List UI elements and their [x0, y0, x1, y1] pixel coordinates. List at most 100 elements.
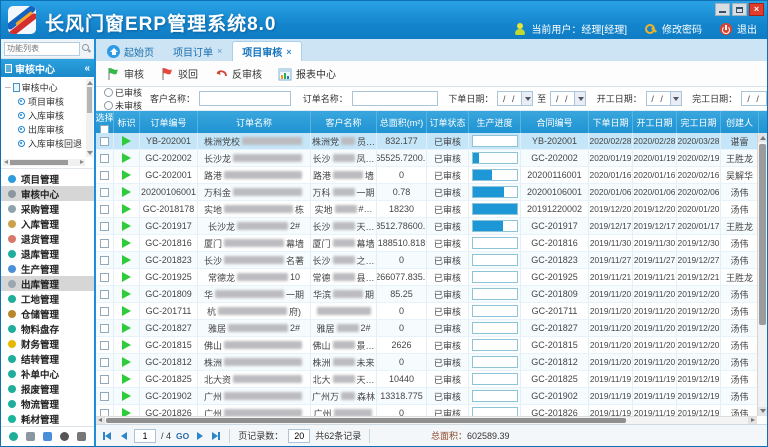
sidebar-item-replenish[interactable]: 补单中心 — [1, 366, 94, 381]
previous-page-button[interactable] — [118, 430, 129, 441]
more-icon[interactable] — [77, 432, 86, 441]
function-search-input[interactable] — [4, 41, 80, 56]
page-number-input[interactable] — [134, 428, 156, 443]
table-row[interactable]: GC-201917 长沙龙 2# 长沙 天… 8512.78600.. 已审核 GC-2019… — [96, 218, 757, 235]
column-header-4[interactable]: 客户名称 — [311, 111, 377, 133]
row-checkbox[interactable] — [100, 408, 109, 416]
row-checkbox[interactable] — [100, 255, 109, 265]
close-tab-icon[interactable]: × — [286, 46, 292, 57]
row-checkbox[interactable] — [100, 238, 109, 248]
toolbar-button-report-center[interactable]: 报表中心 — [278, 66, 336, 81]
toolbar-button-reject[interactable]: 驳回 — [160, 66, 198, 81]
go-button[interactable]: GO — [176, 430, 190, 441]
finish-date-input[interactable]: / / — [741, 91, 767, 106]
table-row[interactable]: YB-202001 株洲党校 株洲党 员… 832.177 已审核 YB-202001 202… — [96, 133, 757, 150]
row-checkbox[interactable] — [100, 187, 109, 197]
tree-vertical-scrollbar[interactable] — [86, 79, 93, 157]
sidebar-item-purchase[interactable]: 采购管理 — [1, 201, 94, 216]
tree-item-2[interactable]: 出库审核 — [5, 122, 86, 136]
table-row[interactable]: GC-202002 长沙龙 长沙 凤… 65525.7200.. 已审核 GC-202002… — [96, 150, 757, 167]
first-page-button[interactable] — [102, 430, 113, 441]
column-header-3[interactable]: 订单名称 — [198, 111, 311, 133]
tab-project-audit[interactable]: 项目审核 × — [232, 41, 302, 61]
last-page-button[interactable] — [210, 430, 221, 441]
table-row[interactable]: GC-202001 路港 路港墙 0 已审核 20200116001 2020/01/16 2… — [96, 167, 757, 184]
pen-icon[interactable] — [43, 432, 52, 441]
cart-icon[interactable] — [26, 432, 35, 441]
toolbar-button-approve[interactable]: 审核 — [106, 66, 144, 81]
sidebar-item-site[interactable]: 工地管理 — [1, 291, 94, 306]
sidebar-item-scrap[interactable]: 报废管理 — [1, 381, 94, 396]
row-checkbox[interactable] — [100, 221, 109, 231]
row-checkbox[interactable] — [100, 323, 109, 333]
page-size-input[interactable] — [288, 428, 311, 443]
sidebar-item-warehouse[interactable]: 仓储管理 — [1, 306, 94, 321]
tree-horizontal-scrollbar[interactable] — [3, 159, 85, 166]
order-date-from-input[interactable]: / / — [497, 91, 534, 106]
row-checkbox[interactable] — [100, 136, 109, 146]
table-row[interactable]: GC-201902 广州 广州万 森林 13318.775 已审核 GC-201902 201… — [96, 388, 757, 405]
table-row[interactable]: GC-2018178 实地栋实地 #… 18230 已审核 20191220002 2019… — [96, 201, 757, 218]
table-row[interactable]: GC-201825 北大资 北大 天… 10440 已审核 GC-201825 2019/11… — [96, 371, 757, 388]
change-password-button[interactable]: 修改密码 — [662, 25, 702, 36]
row-checkbox[interactable] — [100, 204, 109, 214]
column-header-11[interactable]: 完工日期 — [677, 111, 721, 133]
status-radio-1[interactable]: 已审核 — [104, 87, 142, 99]
table-row[interactable]: GC-201815 佛山 佛山 景… 2626 已审核 GC-201815 2019/11/2… — [96, 337, 757, 354]
user-icon[interactable] — [60, 432, 69, 441]
order-date-to-input[interactable]: / / — [550, 91, 587, 106]
toolbar-button-unapprove[interactable]: 反审核 — [214, 66, 262, 81]
column-header-9[interactable]: 下单日期 — [589, 111, 633, 133]
sidebar-item-logistics[interactable]: 物流管理 — [1, 396, 94, 411]
column-header-8[interactable]: 合同编号 — [521, 111, 589, 133]
column-header-5[interactable]: 总面积(m²) — [377, 111, 427, 133]
table-row[interactable]: GC-201812 株洲 株洲 未来 0 已审核 GC-201812 2019/11/20 20… — [96, 354, 757, 371]
tree-item-3[interactable]: 入库审核回退 — [5, 136, 86, 150]
table-row[interactable]: GC-201711 杭府) 0 已审核 GC-201711 2019/11/20 2019/… — [96, 303, 757, 320]
sidebar-item-production[interactable]: 生产管理 — [1, 261, 94, 276]
sidebar-item-return-goods[interactable]: 退货管理 — [1, 231, 94, 246]
tree-root-node[interactable]: ─ 审核中心 — [5, 82, 58, 93]
table-row[interactable]: GC-201823 长沙 名著 长沙 之… 0 已审核 GC-201823 2019/11/27… — [96, 252, 757, 269]
sidebar-item-stocktake[interactable]: 物料盘存 — [1, 321, 94, 336]
column-header-10[interactable]: 开工日期 — [633, 111, 677, 133]
table-row[interactable]: GC-201827 雅居 2# 雅居 2# 0 已审核 GC-201827 2019/11/20… — [96, 320, 757, 337]
calendar-dropdown-icon[interactable] — [669, 92, 681, 105]
column-header-0[interactable]: 选择 — [96, 111, 114, 133]
maximize-button[interactable] — [732, 3, 747, 16]
sidebar-item-inbound[interactable]: 入库管理 — [1, 216, 94, 231]
sidebar-item-project[interactable]: 项目管理 — [1, 171, 94, 186]
column-header-1[interactable]: 标识 — [114, 111, 140, 133]
column-header-2[interactable]: 订单编号 — [140, 111, 198, 133]
table-row[interactable]: GC-201925 常德龙 10 常德 县… 266077.835.. 已审核 GC-2019… — [96, 269, 757, 286]
sidebar-item-settlement[interactable]: 结转管理 — [1, 351, 94, 366]
collapse-panel-button[interactable]: « — [84, 62, 90, 74]
tab-home[interactable]: 起始页 — [98, 41, 163, 61]
logout-button[interactable]: 退出 — [737, 25, 757, 36]
column-header-6[interactable]: 订单状态 — [427, 111, 469, 133]
order-name-input[interactable] — [351, 91, 438, 106]
close-tab-icon[interactable]: × — [217, 46, 223, 56]
sidebar-item-outbound[interactable]: 出库管理 — [1, 276, 94, 291]
sidebar-item-consumables[interactable]: 耗材管理 — [1, 411, 94, 426]
close-button[interactable]: × — [749, 3, 764, 16]
status-radio-2[interactable]: 未审核 — [104, 99, 142, 110]
column-header-7[interactable]: 生产进度 — [469, 111, 521, 133]
start-date-input[interactable]: / / — [645, 91, 682, 106]
row-checkbox[interactable] — [100, 289, 109, 299]
table-row[interactable]: GC-201826 广州 广州 0 已审核 GC-201826 2019/11/19 2019… — [96, 405, 757, 416]
row-checkbox[interactable] — [100, 357, 109, 367]
row-checkbox[interactable] — [100, 306, 109, 316]
row-checkbox[interactable] — [100, 170, 109, 180]
table-row[interactable]: GC-201809 华一期 华滨期 85.25 已审核 GC-201809 2019/11/… — [96, 286, 757, 303]
calendar-dropdown-icon[interactable] — [574, 92, 586, 105]
calendar-dropdown-icon[interactable] — [521, 92, 533, 105]
table-row[interactable]: GC-201816 厦门 幕墙 厦门 幕墙 188510.818 已审核 GC-201816 2… — [96, 235, 757, 252]
sidebar-item-finance[interactable]: 财务管理 — [1, 336, 94, 351]
tree-item-0[interactable]: 项目审核 — [5, 94, 86, 108]
row-checkbox[interactable] — [100, 374, 109, 384]
row-checkbox[interactable] — [100, 391, 109, 401]
row-checkbox[interactable] — [100, 340, 109, 350]
next-page-button[interactable] — [194, 430, 205, 441]
table-vertical-scrollbar[interactable] — [757, 133, 767, 416]
